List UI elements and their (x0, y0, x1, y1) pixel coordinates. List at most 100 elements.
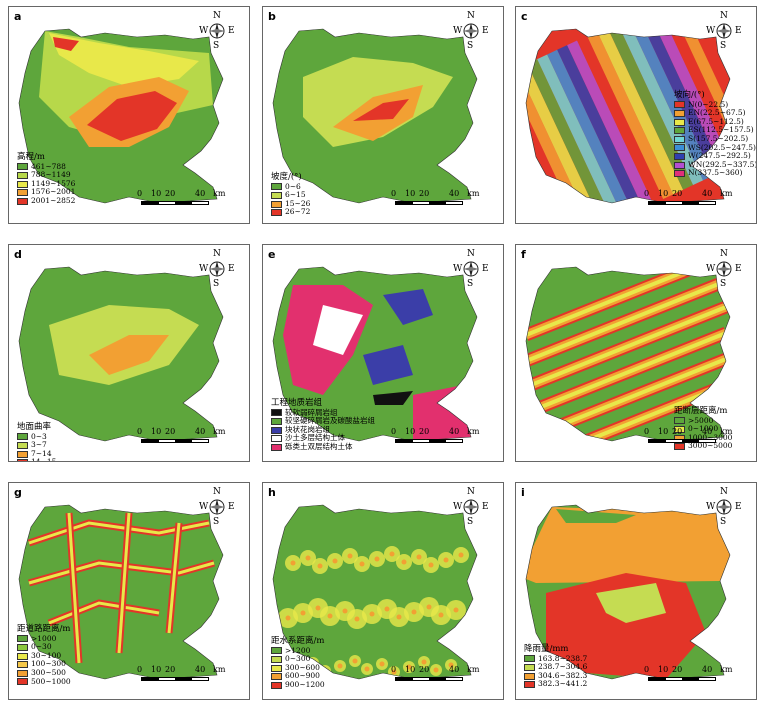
legend-title: 降雨量/mm (524, 644, 569, 654)
legend-item: 500~1000 (17, 676, 71, 687)
legend-label: 0~1000 (688, 424, 719, 434)
river-buffer-core (448, 662, 454, 668)
legend-title: 距水系距离/m (271, 636, 325, 646)
legend-label: 600~900 (285, 671, 320, 681)
scale-tick: 0 (137, 427, 143, 436)
aspect-band (646, 29, 730, 172)
compass-n: N (720, 249, 728, 259)
compass-n: N (467, 249, 475, 259)
scale-bar: 0 10 20 40 km (644, 665, 744, 689)
study-area-boundary (18, 28, 224, 204)
scale-tick: 20 (165, 665, 176, 674)
legend-label: 0~6 (285, 181, 301, 191)
legend-label: >1200 (285, 645, 311, 655)
legend-label: 14~15 (31, 457, 57, 462)
map-legend: 距水系距离/m >1200 0~300 300~600 600~900 900~1200 (271, 637, 325, 690)
compass-s: S (467, 279, 474, 289)
compass-icon (209, 499, 225, 515)
road-buffer-inner (28, 521, 210, 545)
compass-n: N (467, 487, 475, 497)
legend-item: 0~6 (271, 181, 310, 192)
compass-w: W (453, 502, 463, 512)
legend-item: 0~30 (17, 643, 71, 652)
fault-buffer-inner (526, 305, 727, 389)
aspect-band (557, 45, 644, 203)
elevation-zone-5 (87, 91, 177, 141)
legend-label: 较坚硬碎屑岩及碳酸盐岩组 (285, 416, 375, 426)
river-buffer-core (389, 551, 395, 557)
scale-bar-graphic (395, 677, 463, 681)
scale-bar: 0 10 20 40 km (644, 427, 744, 451)
legend-swatch (17, 163, 28, 171)
scale-tick: 0 (137, 189, 143, 198)
legend-item: 238.7~304.6 (524, 663, 587, 672)
scale-tick: 40 (449, 665, 460, 674)
river-buffer-core (342, 608, 348, 614)
legend-label: 1000~3000 (688, 432, 733, 442)
aspect-band (597, 29, 684, 195)
scale-tick: 10 (151, 427, 162, 436)
legend-swatch (17, 459, 28, 461)
legend-label: 300~500 (31, 667, 66, 677)
compass-w: W (199, 264, 209, 274)
scale-tick: 0 (391, 665, 397, 674)
fault-buffer-inner (526, 331, 727, 415)
compass-w: W (453, 264, 463, 274)
legend-label: E(67.5~112.5) (688, 116, 744, 126)
river-buffer-core (332, 558, 338, 564)
legend-label: EN(22.5~67.5) (688, 108, 746, 118)
river-buffer-core (364, 666, 370, 672)
river-buffer-core (428, 562, 434, 568)
legend-title: 工程地质岩组 (271, 398, 323, 408)
river-buffer-core (285, 615, 291, 621)
legend-label: >1000 (31, 633, 57, 643)
compass-icon (463, 499, 479, 515)
legend-item: 7~14 (17, 449, 56, 459)
scale-tick: 20 (672, 189, 683, 198)
legend-title: 高程/m (17, 152, 45, 162)
scale-tick: 20 (672, 427, 683, 436)
legend-swatch (17, 652, 28, 660)
scale-tick: 10 (151, 665, 162, 674)
river-buffer-core (379, 661, 385, 667)
river-buffer-core (352, 658, 358, 664)
legend-swatch (271, 417, 282, 425)
legend-swatch (17, 635, 28, 643)
legend-item: 砾类土双层结构土体 (271, 441, 375, 452)
compass-n: N (720, 487, 728, 497)
compass-s: S (720, 279, 727, 289)
legend-swatch (271, 209, 282, 217)
river-buffer-core (443, 557, 449, 563)
legend-label: 500~1000 (31, 676, 71, 686)
scale-tick: 10 (658, 665, 669, 674)
compass-icon (716, 23, 732, 39)
scale-tick: 40 (702, 427, 713, 436)
legend-item: N(337.5~360) (674, 169, 756, 178)
study-area-boundary (18, 504, 224, 680)
compass-e: E (482, 502, 489, 512)
study-area-boundary (525, 504, 731, 680)
legend-item: 0~1000 (674, 425, 732, 434)
map-panel-i: i N S W E 降雨量/mm 163.8~238.7 238.7~304.6 304.6~3… (515, 482, 757, 700)
map-graphic-g (18, 504, 224, 680)
scale-tick: 20 (419, 189, 430, 198)
scale-tick: 40 (449, 427, 460, 436)
panel-label: c (521, 10, 528, 23)
legend-title: 距道路距离/m (17, 624, 71, 634)
compass-n: N (213, 11, 221, 21)
legend-item: 300~600 (271, 663, 325, 673)
river-buffer-patch (277, 507, 289, 519)
legend-label: 砾类土双层结构土体 (285, 441, 353, 451)
scale-tick: 40 (195, 665, 206, 674)
legend-item: 2001~2852 (17, 196, 75, 206)
river-buffer-core (300, 610, 306, 616)
scale-bar: 0 10 20 40 km (391, 189, 491, 213)
compass-e: E (735, 26, 742, 36)
compass-icon (716, 261, 732, 277)
legend-swatch (271, 409, 282, 417)
river-buffer-core (369, 611, 375, 617)
scale-bar: 0 10 20 40 km (137, 427, 237, 451)
road-buffer-inner (117, 512, 131, 654)
